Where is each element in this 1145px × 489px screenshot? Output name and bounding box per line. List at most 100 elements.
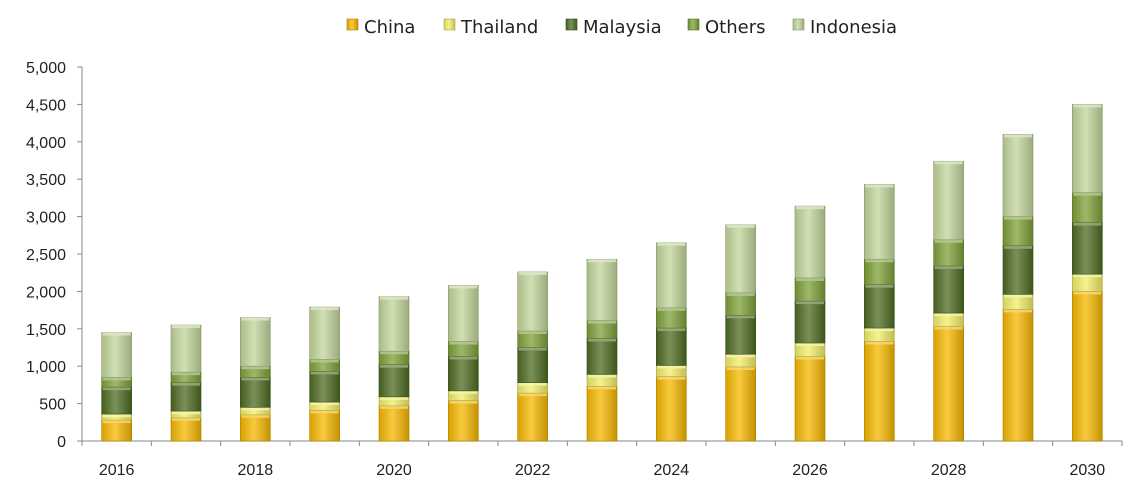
bar-bevel	[518, 271, 547, 275]
bar-bevel	[865, 341, 894, 345]
bar-bevel	[796, 343, 824, 347]
legend-item-indonesia: Indonesia	[792, 17, 897, 38]
bar-bevel	[518, 393, 547, 397]
bar-bevel	[102, 420, 131, 424]
bar-segment-china-2017	[170, 417, 202, 442]
bar-bevel	[449, 390, 478, 394]
bar-bevel	[380, 405, 408, 409]
bar-bevel	[657, 242, 686, 246]
bar-segment-indonesia-2024	[656, 242, 687, 309]
bar-segment-malaysia-2018	[240, 377, 271, 408]
bars	[101, 104, 1103, 442]
bar-segment-indonesia-2025	[725, 224, 756, 294]
bar-bevel	[657, 365, 686, 369]
y-axis: 0 500 1,000 1,500 2,000 2,500 3,000 3,500 4,000 4…	[26, 60, 83, 451]
legend-swatch	[687, 18, 700, 31]
bar-bevel	[726, 292, 755, 296]
bar-bevel	[518, 382, 547, 386]
bar-bevel	[588, 259, 616, 263]
bar-bevel	[1004, 216, 1032, 220]
legend-label: China	[364, 17, 415, 38]
bar-segment-others-2029	[1002, 216, 1034, 247]
bar-bevel	[380, 364, 408, 368]
x-tick-label: 2018	[238, 462, 274, 479]
bar-segment-malaysia-2026	[794, 300, 826, 344]
legend-swatch	[443, 18, 456, 31]
bar-bevel	[102, 387, 131, 391]
legend-swatch	[792, 18, 805, 31]
legend-item-thailand: Thailand	[443, 17, 538, 38]
y-tick-label: 4,000	[26, 135, 66, 152]
bar-segment-china-2022	[517, 392, 548, 442]
bar-bevel	[1004, 134, 1032, 138]
bar-bevel	[865, 284, 894, 288]
legend-label: Others	[705, 17, 766, 38]
legend-item-malaysia: Malaysia	[565, 17, 662, 38]
bar-segment-china-2029	[1002, 309, 1034, 442]
bar-segment-china-2027	[864, 341, 895, 442]
bar-bevel	[796, 277, 824, 281]
legend: China Thailand Malaysia Others Indonesia	[346, 17, 897, 38]
bar-stack-2030	[1072, 104, 1103, 442]
bar-bevel	[865, 259, 894, 263]
bar-bevel	[241, 407, 270, 411]
bar-segment-malaysia-2025	[725, 315, 756, 355]
bar-segment-malaysia-2016	[101, 386, 132, 415]
bar-bevel	[934, 239, 963, 243]
bar-segment-indonesia-2029	[1002, 134, 1034, 217]
bar-segment-indonesia-2026	[794, 205, 826, 279]
bar-segment-others-2025	[725, 292, 756, 316]
x-tick-label: 2030	[1070, 462, 1106, 479]
bar-bevel	[726, 224, 755, 228]
bar-bevel	[934, 161, 963, 165]
bar-bevel	[449, 285, 478, 289]
bar-segment-others-2024	[656, 307, 687, 329]
bar-segment-malaysia-2020	[378, 364, 410, 398]
bar-bevel	[796, 206, 824, 210]
legend-swatch	[346, 18, 359, 31]
x-tick-label: 2016	[99, 462, 135, 479]
bar-segment-indonesia-2017	[170, 324, 202, 373]
bar-bevel	[172, 417, 200, 421]
bar-stack-2025	[725, 224, 756, 442]
bar-segment-indonesia-2027	[864, 184, 895, 260]
y-tick-label: 0	[57, 434, 66, 451]
bar-segment-indonesia-2030	[1072, 104, 1103, 193]
x-tick-label: 2026	[792, 462, 828, 479]
bar-segment-malaysia-2029	[1002, 245, 1034, 295]
bar-segment-indonesia-2028	[933, 160, 964, 241]
bar-bevel	[310, 410, 339, 414]
bar-stack-2022	[517, 271, 548, 442]
bar-bevel	[934, 326, 963, 330]
bar-bevel	[657, 328, 686, 332]
legend-label: Thailand	[460, 17, 538, 38]
bar-bevel	[726, 315, 755, 319]
bar-bevel	[588, 338, 616, 342]
bar-bevel	[380, 396, 408, 400]
bar-stack-2020	[378, 296, 410, 442]
bar-bevel	[310, 371, 339, 375]
x-tick-label: 2024	[654, 462, 690, 479]
bar-stack-2016	[101, 332, 132, 442]
bar-bevel	[310, 359, 339, 363]
bar-bevel	[796, 301, 824, 305]
bar-bevel	[102, 414, 131, 418]
bar-stack-2029	[1002, 134, 1034, 442]
bar-bevel	[934, 313, 963, 317]
bar-segment-china-2020	[378, 405, 410, 442]
y-tick-label: 5,000	[26, 60, 66, 77]
bar-bevel	[1073, 192, 1102, 196]
bar-bevel	[449, 400, 478, 404]
bar-bevel	[102, 377, 131, 381]
bar-bevel	[241, 414, 270, 418]
bar-segment-china-2018	[240, 414, 271, 442]
bar-bevel	[726, 366, 755, 370]
bar-bevel	[865, 184, 894, 188]
bar-segment-malaysia-2027	[864, 284, 895, 329]
bar-stack-2024	[656, 242, 687, 442]
bar-segment-malaysia-2021	[448, 356, 479, 392]
x-tick-label: 2022	[515, 462, 551, 479]
bar-segment-china-2025	[725, 366, 756, 442]
bar-bevel	[518, 331, 547, 335]
